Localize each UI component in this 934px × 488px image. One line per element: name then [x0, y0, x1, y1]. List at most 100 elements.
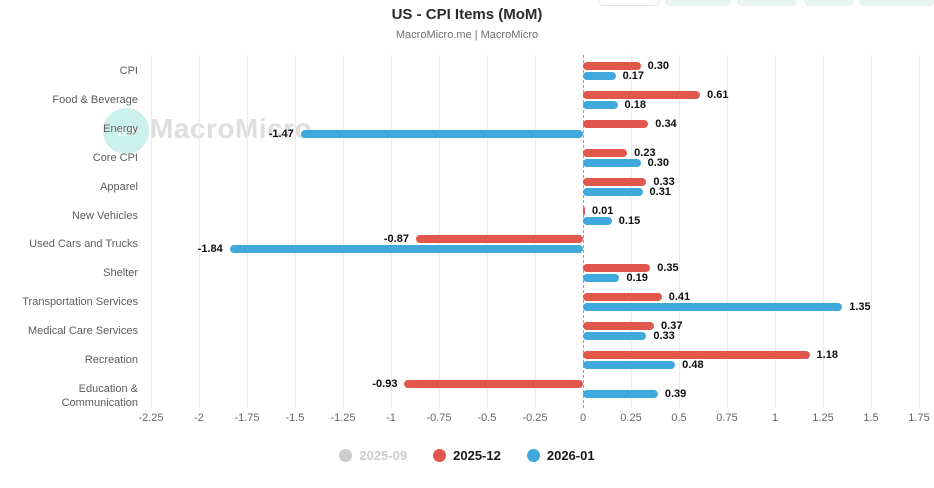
- bar-2025-12-Apparel[interactable]: [583, 177, 647, 186]
- x-tick-label: -1: [386, 412, 396, 424]
- gridline: [727, 55, 728, 408]
- bar-2025-12-Transportation Services[interactable]: [583, 293, 662, 302]
- bar-value-label: 1.18: [816, 349, 838, 361]
- bar-value-label: 0.18: [624, 98, 646, 111]
- category-label: Core CPI: [92, 151, 138, 164]
- bar-value-label: -0.87: [383, 233, 409, 246]
- x-tick-label: 0.25: [620, 412, 642, 424]
- legend: 2025-09 2025-12 2026-01: [0, 448, 934, 463]
- gridline: [247, 55, 248, 408]
- legend-item-2026-01[interactable]: 2026-01: [526, 448, 595, 463]
- bar-value-label: 0.34: [655, 117, 677, 130]
- legend-marker-icon: [433, 449, 447, 462]
- legend-item-2025-12[interactable]: 2025-12: [433, 448, 501, 463]
- toolbar-button[interactable]: [598, 0, 660, 6]
- bar-value-label: 0.19: [626, 272, 648, 285]
- bar-2026-01-Core CPI[interactable]: [583, 158, 641, 167]
- bar-2025-12-Medical Care Services[interactable]: [583, 322, 655, 331]
- legend-label: 2025-12: [453, 448, 501, 463]
- category-label: Energy: [103, 122, 138, 135]
- legend-marker-icon: [526, 449, 540, 462]
- bar-2025-12-Food & Beverage[interactable]: [583, 90, 701, 99]
- gridline: [343, 55, 344, 408]
- chart-title: US - CPI Items (MoM): [391, 6, 543, 23]
- category-label: Used Cars and Trucks: [29, 238, 138, 251]
- gridline: [679, 55, 680, 408]
- bar-2026-01-Shelter[interactable]: [583, 274, 620, 283]
- bar-value-label: 0.39: [664, 387, 687, 400]
- bar-2025-12-CPI[interactable]: [583, 62, 641, 70]
- bar-2026-01-Used Cars and Trucks[interactable]: [229, 245, 583, 254]
- x-tick-label: -0.5: [477, 412, 497, 424]
- toolbar-button[interactable]: [737, 0, 797, 6]
- legend-item-2025-09[interactable]: 2025-09: [339, 448, 407, 463]
- bar-value-label: 0.30: [647, 60, 670, 72]
- legend-label: 2026-01: [546, 448, 595, 463]
- gridline: [919, 55, 920, 408]
- bar-2026-01-Energy[interactable]: [300, 129, 583, 138]
- macromicro-logo-watermark-icon: ∧∧: [103, 108, 149, 154]
- bar-2025-12-Energy[interactable]: [583, 119, 649, 128]
- x-tick-label: -0.25: [522, 412, 548, 424]
- bar-value-label: 0.33: [653, 330, 675, 343]
- category-label: CPI: [119, 65, 138, 77]
- bar-value-label: 0.31: [649, 185, 671, 198]
- bar-2026-01-CPI[interactable]: [583, 72, 616, 80]
- bar-2025-12-Education & Communication[interactable]: [404, 379, 583, 388]
- bar-2026-01-New Vehicles[interactable]: [583, 216, 612, 225]
- bar-2026-01-Education & Communication[interactable]: [583, 389, 658, 398]
- x-tick-label: -2: [194, 412, 204, 424]
- bar-2025-12-Shelter[interactable]: [583, 264, 651, 273]
- bar-value-label: 0.30: [647, 156, 670, 169]
- gridline: [199, 55, 200, 408]
- macromicro-watermark-text: MacroMicro: [150, 113, 313, 144]
- gridline: [775, 55, 776, 408]
- bar-2026-01-Recreation[interactable]: [583, 361, 676, 369]
- x-tick-label: -1.25: [330, 412, 356, 424]
- bar-value-label: 0.33: [653, 175, 675, 188]
- x-tick-label: -0.75: [426, 412, 452, 424]
- bar-2025-12-Used Cars and Trucks[interactable]: [415, 235, 583, 244]
- toolbar-button[interactable]: [859, 0, 934, 6]
- bar-2025-12-Recreation[interactable]: [583, 351, 810, 359]
- category-label: Apparel: [100, 180, 138, 193]
- bar-value-label: 1.35: [849, 301, 871, 314]
- bar-value-label: 0.01: [592, 204, 614, 217]
- legend-label: 2025-09: [359, 448, 408, 463]
- bar-value-label: -0.93: [372, 377, 398, 390]
- bar-2026-01-Apparel[interactable]: [583, 187, 643, 196]
- bar-2026-01-Food & Beverage[interactable]: [583, 100, 618, 109]
- gridline: [631, 55, 632, 408]
- gridline: [439, 55, 440, 408]
- bar-value-label: 0.61: [707, 88, 729, 101]
- bar-value-label: 0.17: [622, 70, 645, 82]
- x-tick-label: 1: [771, 412, 779, 424]
- gridline: [391, 55, 392, 408]
- bar-2025-12-Core CPI[interactable]: [583, 148, 628, 157]
- bar-2026-01-Transportation Services[interactable]: [583, 303, 843, 312]
- toolbar-button[interactable]: [804, 0, 854, 6]
- bar-2025-12-New Vehicles[interactable]: [583, 206, 585, 215]
- gridline: [535, 55, 536, 408]
- category-label: New Vehicles: [71, 209, 138, 222]
- x-tick-label: 1.75: [908, 412, 930, 424]
- gridline: [871, 55, 872, 408]
- bar-2026-01-Medical Care Services[interactable]: [583, 332, 647, 341]
- bar-value-label: 0.23: [634, 146, 656, 159]
- x-tick-label: 0.5: [671, 412, 687, 424]
- gridline: [295, 55, 296, 408]
- bar-value-label: 0.35: [657, 262, 679, 275]
- x-tick-label: 0: [579, 412, 587, 424]
- gridline: [487, 55, 488, 408]
- x-tick-label: 1.5: [863, 412, 879, 424]
- category-label: Medical Care Services: [27, 325, 138, 338]
- category-label: Food & Beverage: [52, 93, 138, 106]
- category-label: Recreation: [84, 354, 138, 366]
- x-tick-label: -2.25: [138, 412, 164, 424]
- bar-value-label: 0.48: [682, 359, 704, 371]
- x-tick-label: -1.5: [285, 412, 305, 424]
- toolbar-button[interactable]: [665, 0, 731, 6]
- legend-marker-icon: [339, 449, 353, 462]
- category-label: Education & Communication: [61, 382, 138, 409]
